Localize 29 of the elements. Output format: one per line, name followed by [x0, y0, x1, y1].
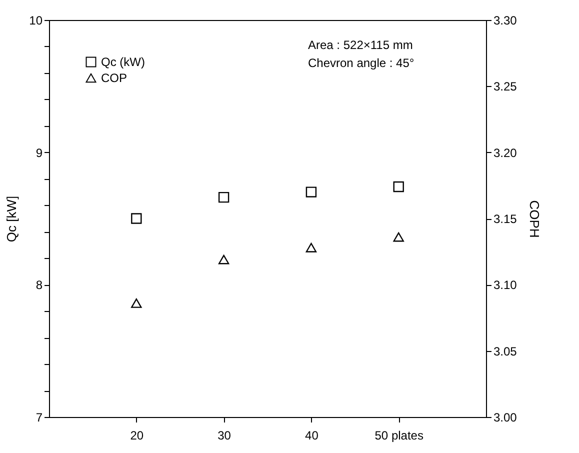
point [131, 213, 142, 224]
y2-tick-label: 3.10 [494, 278, 518, 292]
point [306, 242, 317, 252]
point [218, 192, 230, 203]
y2-tick-label: 3.20 [494, 146, 518, 160]
x-tick-label: 40 [305, 428, 319, 442]
y-axis-title: Qc [kW] [4, 196, 20, 242]
x-tick-label: 50 plates [374, 428, 424, 442]
y-tick-label: 9 [36, 146, 43, 160]
point [131, 298, 142, 308]
y2-tick-label: 3.30 [494, 14, 518, 28]
x-tick-label: 20 [130, 428, 144, 442]
y2-tick-label: 3.05 [494, 344, 518, 358]
y2-tick-label: 3.00 [494, 410, 518, 424]
x-tick-label: 30 [218, 428, 232, 442]
y-tick-label: 7 [36, 410, 43, 424]
annotation: Chevron angle : 45° [308, 56, 414, 70]
y-tick-label: 10 [29, 14, 43, 28]
legend-label: COP [101, 71, 128, 85]
point [306, 186, 317, 198]
y2-axis-title: COPH [526, 200, 542, 238]
point [393, 232, 404, 242]
y2-tick-label: 3.15 [494, 212, 518, 226]
point [393, 181, 404, 192]
annotation: Area : 522×115 mm [308, 38, 413, 52]
point [218, 254, 230, 264]
y-tick-label: 8 [36, 278, 43, 292]
legend-label: Qc (kW) [101, 55, 145, 69]
y2-tick-label: 3.25 [494, 80, 518, 94]
